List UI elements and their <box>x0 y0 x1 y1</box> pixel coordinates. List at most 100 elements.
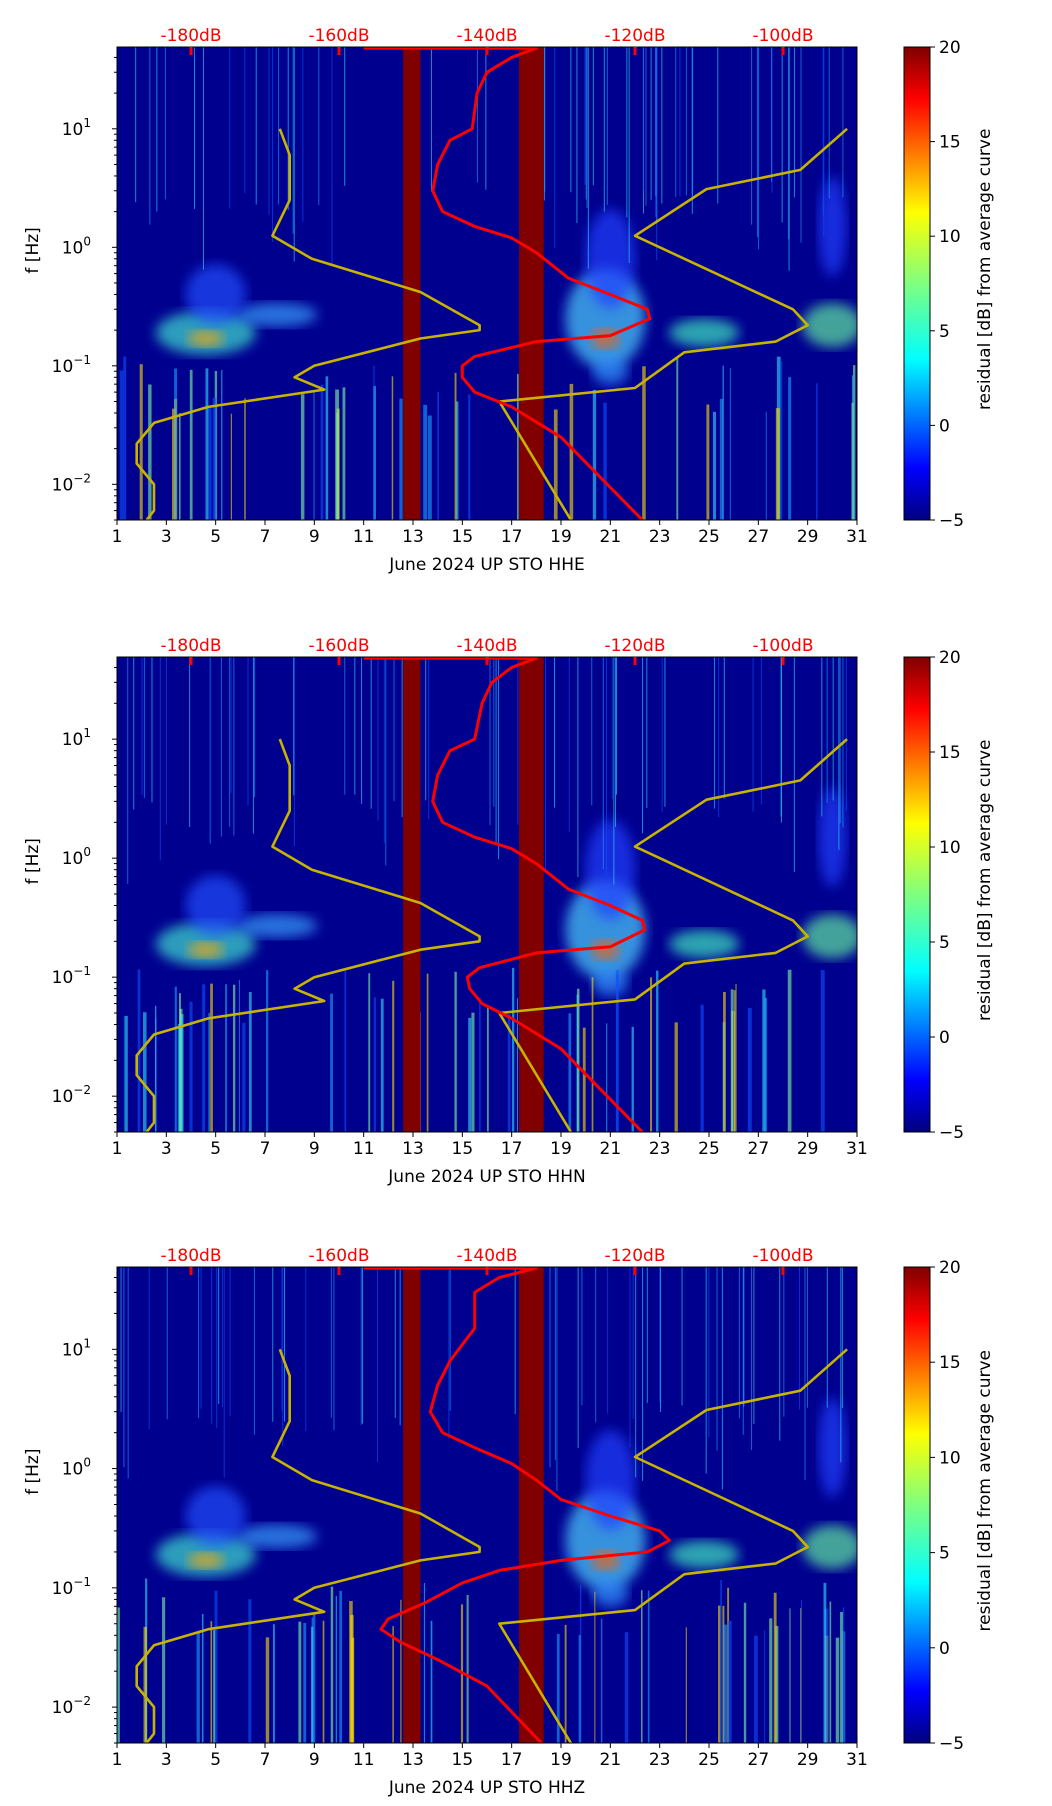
energy-blob <box>185 1486 246 1547</box>
x-tick-label: 29 <box>797 527 819 547</box>
x-tick-label: 7 <box>260 1139 271 1159</box>
energy-blob <box>818 787 847 888</box>
colorbar-tick-label: 5 <box>939 322 950 342</box>
x-tick-label: 31 <box>846 527 868 547</box>
energy-blob <box>592 357 629 386</box>
x-tick-label: 23 <box>649 527 671 547</box>
plot-area <box>117 657 857 1132</box>
colorbar <box>903 1266 931 1744</box>
energy-blob <box>585 1430 636 1531</box>
y-tick-label: 100 <box>62 1456 91 1480</box>
x-tick-label: 7 <box>260 527 271 547</box>
energy-blob <box>591 328 620 349</box>
y-tick-label: 10−1 <box>52 353 91 377</box>
data-gap-band <box>519 1267 544 1743</box>
colorbar-tick-label: 15 <box>939 1353 961 1373</box>
series-average-psd <box>363 657 647 1132</box>
colorbar-tick-label: 5 <box>939 1544 950 1564</box>
x-tick-label: 5 <box>210 1139 221 1159</box>
series-nlnm <box>135 1348 481 1743</box>
energy-blob <box>237 1524 318 1549</box>
x-tick-label: 1 <box>112 1750 123 1770</box>
db-tick-label: -180dB <box>160 1246 221 1266</box>
y-tick-label: 101 <box>62 726 91 750</box>
x-tick-label: 1 <box>112 1139 123 1159</box>
y-tick-label: 10−2 <box>52 471 91 495</box>
x-axis-label: June 2024 UP STO HHE <box>388 555 584 575</box>
x-tick-label: 11 <box>353 1750 375 1770</box>
db-tick-label: -160dB <box>308 1246 369 1266</box>
energy-blob <box>669 929 740 958</box>
db-tick-label: -120dB <box>604 1246 665 1266</box>
colorbar-tick-label: −5 <box>939 1123 964 1143</box>
colorbar-tick-label: 20 <box>939 648 961 668</box>
x-tick-label: 3 <box>161 1750 172 1770</box>
data-gap-band <box>519 47 544 520</box>
y-axis-label: f [Hz] <box>23 227 43 273</box>
x-tick-label: 23 <box>649 1750 671 1770</box>
db-tick-label: -180dB <box>160 26 221 46</box>
energy-blob <box>185 264 246 325</box>
x-tick-label: 1 <box>112 527 123 547</box>
x-tick-label: 29 <box>797 1750 819 1770</box>
colorbar-tick-label: −5 <box>939 1734 964 1754</box>
series-nlnm <box>135 128 481 520</box>
x-tick-label: 21 <box>600 527 622 547</box>
db-tick-label: -160dB <box>308 26 369 46</box>
x-tick-label: 17 <box>501 1750 523 1770</box>
x-axis-label: June 2024 UP STO HHZ <box>388 1778 585 1798</box>
plot-area <box>117 1267 857 1743</box>
y-tick-label: 100 <box>62 234 91 258</box>
colorbar-tick-label: 10 <box>939 227 961 247</box>
x-tick-label: 15 <box>452 1139 474 1159</box>
db-tick-label: -100dB <box>752 26 813 46</box>
data-gap-band <box>403 657 421 1132</box>
x-tick-label: 3 <box>161 527 172 547</box>
colorbar-tick-label: 0 <box>939 416 950 436</box>
data-gap-band <box>403 47 421 520</box>
colorbar-label: residual [dB] from average curve <box>975 129 995 410</box>
y-axis-label: f [Hz] <box>23 838 43 884</box>
energy-blob <box>187 1552 224 1569</box>
db-tick-label: -180dB <box>160 636 221 656</box>
x-tick-label: 27 <box>748 527 770 547</box>
colorbar-tick-label: 10 <box>939 1448 961 1468</box>
x-tick-label: 7 <box>260 1750 271 1770</box>
x-tick-label: 5 <box>210 1750 221 1770</box>
data-gap-band <box>519 657 544 1132</box>
series-nhnm <box>497 738 848 1132</box>
energy-blob <box>669 1540 740 1569</box>
x-tick-label: 29 <box>797 1139 819 1159</box>
x-tick-label: 21 <box>600 1139 622 1159</box>
x-tick-label: 27 <box>748 1139 770 1159</box>
colorbar-tick-label: 0 <box>939 1639 950 1659</box>
colorbar <box>903 46 931 521</box>
y-tick-label: 101 <box>62 1336 91 1360</box>
energy-blob <box>802 303 857 348</box>
colorbar-tick-label: 15 <box>939 743 961 763</box>
colorbar-tick-label: 15 <box>939 133 961 153</box>
energy-blob <box>585 208 636 309</box>
x-tick-label: 23 <box>649 1139 671 1159</box>
series-average-psd <box>363 47 652 520</box>
x-tick-label: 9 <box>309 1139 320 1159</box>
y-tick-label: 10−2 <box>52 1083 91 1107</box>
colorbar-label: residual [dB] from average curve <box>975 1350 995 1631</box>
series-nlnm <box>135 738 481 1132</box>
x-tick-label: 17 <box>501 1139 523 1159</box>
db-tick-label: -120dB <box>604 636 665 656</box>
y-tick-label: 10−1 <box>52 1575 91 1599</box>
db-tick-label: -100dB <box>752 1246 813 1266</box>
x-tick-label: 11 <box>353 527 375 547</box>
series-average-psd <box>363 1267 671 1743</box>
x-tick-label: 31 <box>846 1750 868 1770</box>
x-tick-label: 19 <box>550 527 572 547</box>
energy-blob <box>802 1525 857 1569</box>
plot-area <box>117 47 857 520</box>
db-tick-label: -120dB <box>604 26 665 46</box>
colorbar-tick-label: 20 <box>939 38 961 58</box>
db-tick-label: -140dB <box>456 26 517 46</box>
energy-blob <box>818 1397 847 1498</box>
